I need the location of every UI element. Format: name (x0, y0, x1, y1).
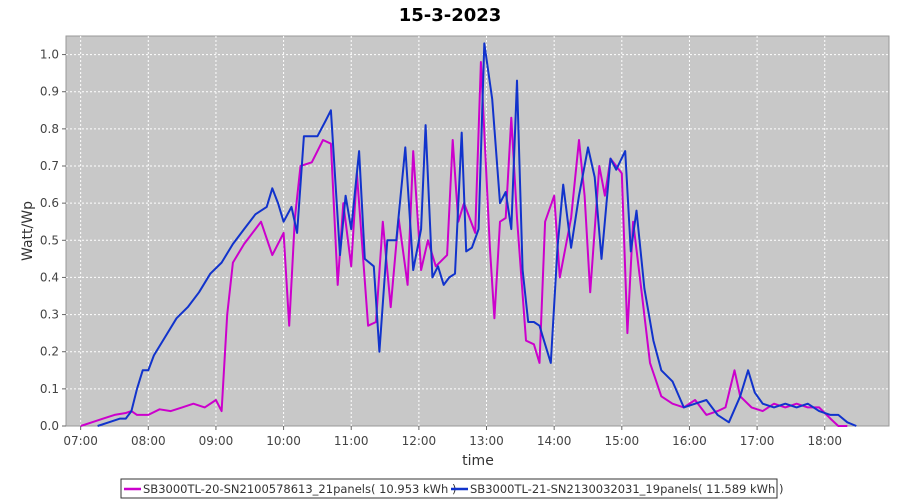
x-tick-label: 13:00 (469, 434, 504, 448)
y-tick-label: 0.0 (40, 419, 59, 433)
y-tick-label: 0.2 (40, 345, 59, 359)
y-tick-label: 0.1 (40, 382, 59, 396)
x-tick-label: 12:00 (402, 434, 437, 448)
x-tick-label: 17:00 (740, 434, 775, 448)
y-tick-label: 0.4 (40, 270, 59, 284)
y-tick-label: 0.9 (40, 85, 59, 99)
y-tick-label: 1.0 (40, 48, 59, 62)
grid (66, 36, 889, 426)
x-tick-label: 10:00 (266, 434, 301, 448)
y-tick-label: 0.5 (40, 233, 59, 247)
x-tick-label: 14:00 (537, 434, 572, 448)
legend-label-1: SB3000TL-20-SN2100578613_21panels( 10.95… (143, 482, 456, 496)
x-tick-label: 07:00 (63, 434, 98, 448)
y-tick-label: 0.3 (40, 308, 59, 322)
x-tick-label: 16:00 (672, 434, 707, 448)
x-tick-label: 18:00 (807, 434, 842, 448)
y-tick-label: 0.8 (40, 122, 59, 136)
legend: SB3000TL-20-SN2100578613_21panels( 10.95… (120, 478, 783, 499)
y-axis-label: Watt/Wp (20, 201, 36, 261)
y-tick-label: 0.7 (40, 159, 59, 173)
y-tick-label: 0.6 (40, 196, 59, 210)
series-line-2 (97, 42, 857, 427)
legend-box (120, 478, 778, 499)
series-group (80, 42, 857, 427)
x-tick-label: 09:00 (199, 434, 234, 448)
x-axis: 07:00 08:00 09:00 10:00 11:00 12:00 13:00 14:00… (63, 426, 842, 448)
x-tick-label: 11:00 (334, 434, 369, 448)
series-line-1 (80, 61, 848, 427)
y-axis: 0.0 0.1 0.2 0.3 0.4 0.5 0.6 0.7 0.8 0.9 1.0 (40, 48, 66, 433)
legend-label-2: SB3000TL-21-SN2130032031_19panels( 11.58… (470, 482, 783, 496)
chart-title: 15-3-2023 (399, 5, 502, 26)
x-tick-label: 08:00 (131, 434, 166, 448)
x-tick-label: 15:00 (605, 434, 640, 448)
x-axis-label: time (462, 453, 494, 469)
